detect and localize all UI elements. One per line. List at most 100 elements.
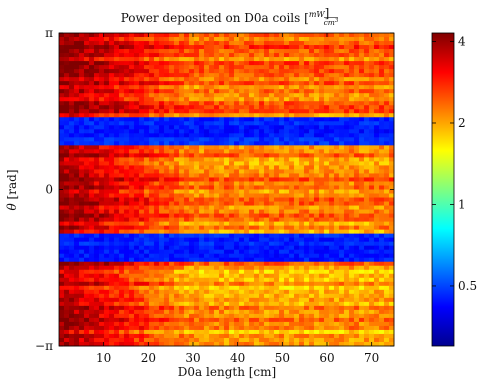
heatmap-cell xyxy=(144,257,150,263)
heatmap-cell xyxy=(69,165,75,170)
heatmap-cell xyxy=(69,57,75,62)
heatmap-cell xyxy=(99,277,105,283)
heatmap-cell xyxy=(149,225,155,231)
heatmap-cell xyxy=(354,173,360,178)
heatmap-cell xyxy=(129,225,135,231)
heatmap-cell xyxy=(74,185,80,190)
heatmap-cell xyxy=(84,149,90,154)
heatmap-cell xyxy=(89,229,95,235)
heatmap-cell xyxy=(189,285,195,291)
heatmap-cell xyxy=(164,69,170,74)
heatmap-cell xyxy=(249,85,255,90)
heatmap-cell xyxy=(214,229,220,235)
heatmap-cell xyxy=(254,193,260,198)
heatmap-cell xyxy=(269,285,275,291)
heatmap-cell xyxy=(134,245,140,251)
heatmap-cell xyxy=(379,165,385,170)
heatmap-cell xyxy=(244,281,250,287)
heatmap-cell xyxy=(249,185,255,190)
heatmap-cell xyxy=(339,109,345,114)
heatmap-cell xyxy=(249,273,255,279)
heatmap-cell xyxy=(264,133,270,138)
heatmap-cell xyxy=(189,137,195,142)
heatmap-cell xyxy=(254,281,260,287)
heatmap-cell xyxy=(199,269,205,275)
heatmap-cell xyxy=(209,189,215,194)
heatmap-cell xyxy=(174,253,180,259)
heatmap-cell xyxy=(304,257,310,263)
heatmap-cell xyxy=(294,129,300,134)
heatmap-cell xyxy=(244,121,250,126)
heatmap-cell xyxy=(374,181,380,186)
heatmap-cell xyxy=(69,225,75,231)
heatmap-cell xyxy=(94,89,100,94)
heatmap-cell xyxy=(144,45,150,50)
heatmap-cell xyxy=(189,145,195,150)
heatmap-cell xyxy=(89,313,95,319)
heatmap-cell xyxy=(254,77,260,82)
heatmap-cell xyxy=(369,301,375,307)
heatmap-cell xyxy=(134,101,140,106)
heatmap-cell xyxy=(364,117,370,122)
heatmap-cell xyxy=(274,225,280,231)
heatmap-cell xyxy=(289,261,295,267)
heatmap-cell xyxy=(384,269,390,275)
heatmap-cell xyxy=(229,101,235,106)
heatmap-cell xyxy=(109,261,115,267)
heatmap-cell xyxy=(179,161,185,166)
heatmap-cell xyxy=(204,73,210,78)
heatmap-cell xyxy=(169,221,175,227)
heatmap-cell xyxy=(109,37,115,42)
heatmap-cell xyxy=(224,73,230,78)
heatmap-cell xyxy=(264,41,270,46)
heatmap-cell xyxy=(214,93,220,98)
heatmap-cell xyxy=(339,105,345,110)
heatmap-cell xyxy=(209,237,215,243)
heatmap-cell xyxy=(279,313,285,319)
heatmap-cell xyxy=(59,181,65,186)
heatmap-cell xyxy=(314,141,320,146)
heatmap-cell xyxy=(124,317,130,323)
heatmap-cell xyxy=(209,65,215,70)
heatmap-cell xyxy=(264,249,270,255)
heatmap-cell xyxy=(294,157,300,162)
heatmap-cell xyxy=(374,137,380,142)
heatmap-cell xyxy=(254,217,260,222)
heatmap-cell xyxy=(149,145,155,150)
heatmap-cell xyxy=(319,33,325,38)
heatmap-cell xyxy=(179,145,185,150)
heatmap-cell xyxy=(109,129,115,134)
heatmap-cell xyxy=(79,61,85,66)
heatmap-cell xyxy=(249,277,255,283)
heatmap-cell xyxy=(349,181,355,186)
heatmap-cell xyxy=(134,97,140,102)
heatmap-cell xyxy=(389,201,395,206)
heatmap-cell xyxy=(284,145,290,150)
heatmap-cell xyxy=(374,73,380,78)
heatmap-cell xyxy=(364,321,370,327)
heatmap-cell xyxy=(254,101,260,106)
heatmap-cell xyxy=(99,261,105,267)
heatmap-cell xyxy=(129,77,135,82)
heatmap-cell xyxy=(169,73,175,78)
heatmap-cell xyxy=(379,93,385,98)
heatmap-cell xyxy=(69,133,75,138)
heatmap-cell xyxy=(354,177,360,182)
heatmap-cell xyxy=(384,297,390,303)
heatmap-cell xyxy=(164,225,170,231)
heatmap-cell xyxy=(139,93,145,98)
heatmap-cell xyxy=(204,193,210,198)
heatmap-cell xyxy=(69,241,75,247)
heatmap-cell xyxy=(279,53,285,58)
heatmap-cell xyxy=(119,241,125,247)
heatmap-cell xyxy=(314,69,320,74)
heatmap-cell xyxy=(224,85,230,90)
heatmap-cell xyxy=(259,241,265,247)
heatmap-cell xyxy=(169,233,175,239)
heatmap-cell xyxy=(354,41,360,46)
heatmap-cell xyxy=(174,137,180,142)
heatmap-cell xyxy=(344,53,350,58)
heatmap-cell xyxy=(254,153,260,158)
heatmap-cell xyxy=(264,277,270,283)
heatmap-cell xyxy=(354,53,360,58)
